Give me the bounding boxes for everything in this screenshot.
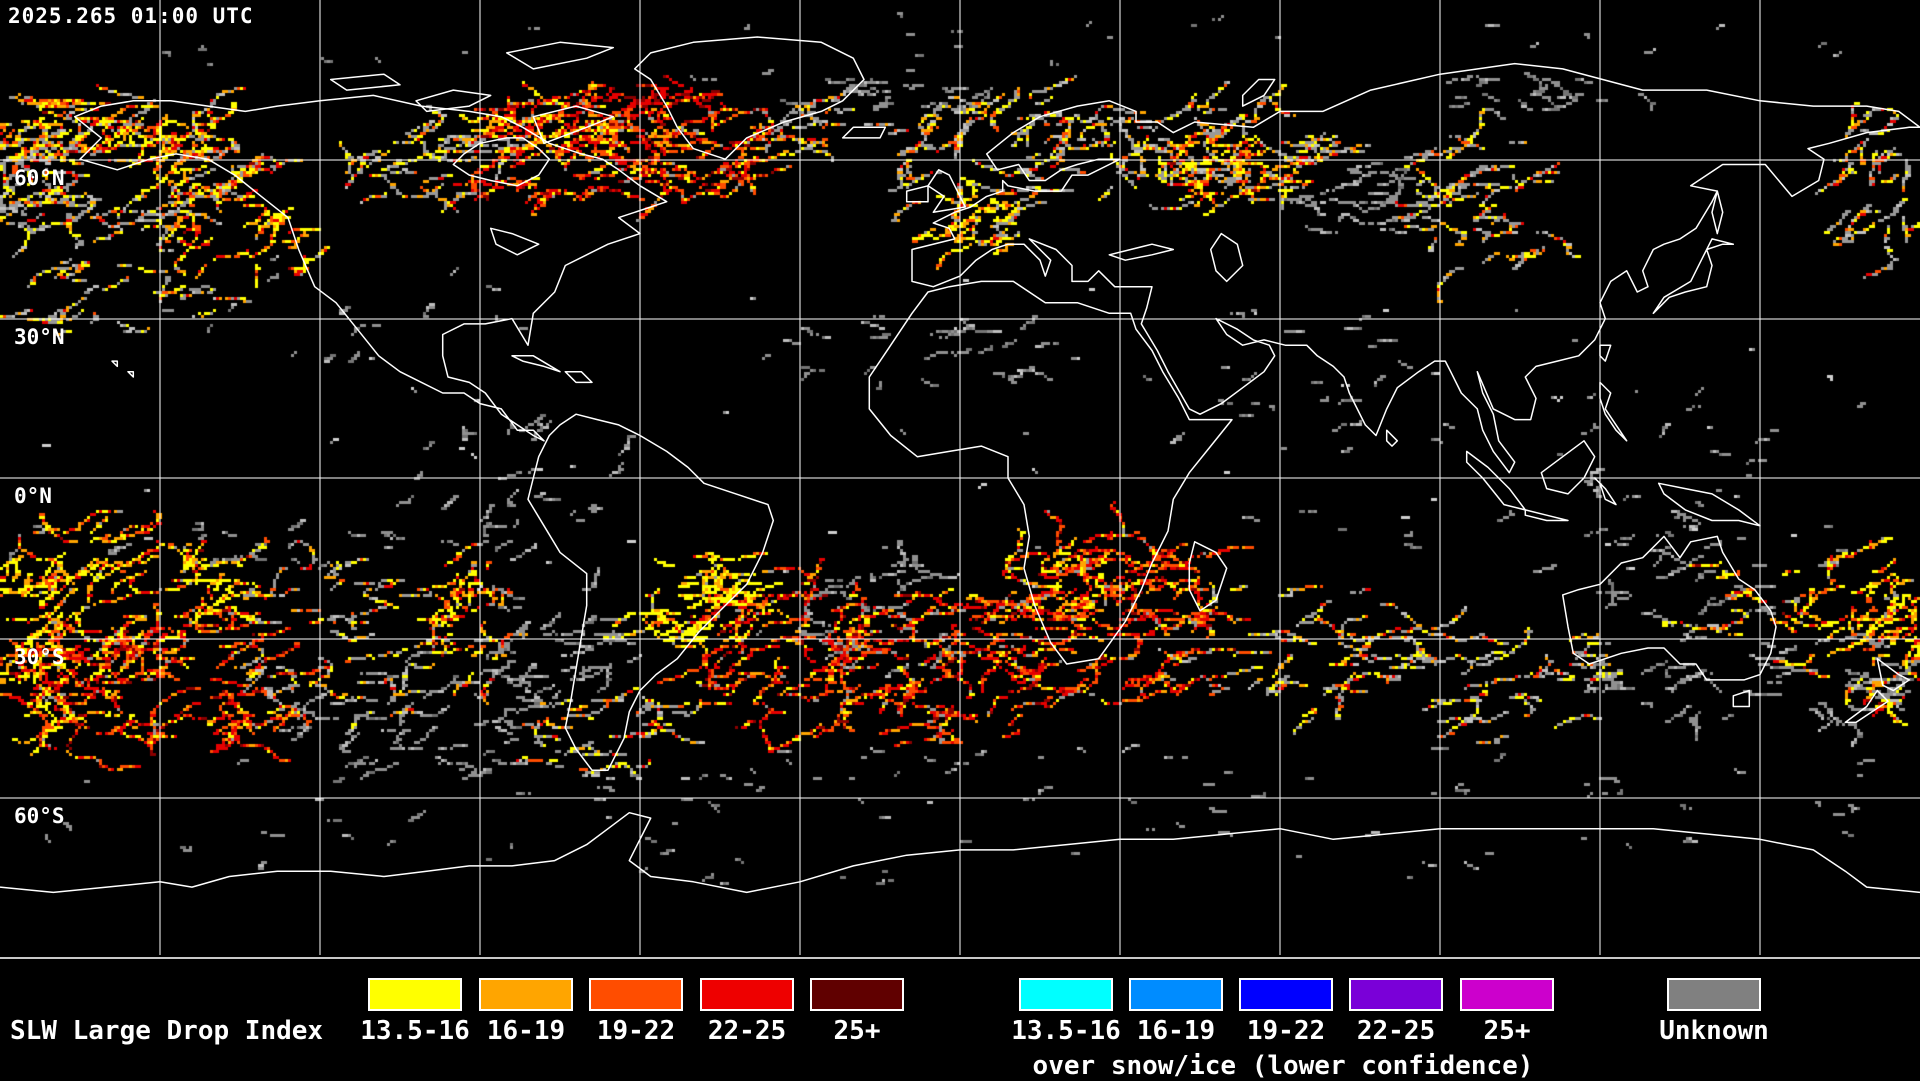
coastline-tasmania xyxy=(1732,689,1751,708)
legend-swatch-standard-3 xyxy=(700,978,794,1011)
legend-label-snow-ice-1: 16-19 xyxy=(1136,1016,1216,1046)
coastline-cuba xyxy=(511,355,561,373)
coastline-north-america xyxy=(73,94,668,442)
lat-label-0N: 0°N xyxy=(14,484,52,508)
world-map: 2025.265 01:00 UTC 60°N 30°N 0°N 30°S 60°S xyxy=(0,0,1920,959)
legend-swatch-standard-1 xyxy=(479,978,573,1011)
coastline-philippines xyxy=(1599,381,1628,442)
coastline-great-lakes xyxy=(489,227,540,256)
legend-label-standard-4: 25+ xyxy=(833,1016,881,1046)
coastline-black-sea xyxy=(1108,243,1175,261)
legend-swatch-snow-ice-1 xyxy=(1129,978,1223,1011)
coastline-australia xyxy=(1561,535,1777,681)
coastline-antarctica xyxy=(0,811,1920,894)
coastline-new-guinea xyxy=(1657,482,1761,527)
coastline-ireland xyxy=(905,185,929,203)
coastline-japan xyxy=(1652,238,1735,315)
legend-label-snow-ice-3: 22-25 xyxy=(1356,1016,1436,1046)
legend-swatch-snow-ice-3 xyxy=(1349,978,1443,1011)
legend-swatch-snow-ice-4 xyxy=(1460,978,1554,1011)
legend-label-snow-ice-2: 19-22 xyxy=(1246,1016,1326,1046)
coastlines xyxy=(0,36,1920,894)
lat-label-30N: 30°N xyxy=(14,325,65,349)
coastline-taiwan xyxy=(1599,344,1612,362)
coastline-hawaii-2 xyxy=(127,370,135,378)
lat-label-60S: 60°S xyxy=(14,804,65,828)
legend-title: SLW Large Drop Index xyxy=(10,1016,324,1046)
coastline-sakhalin xyxy=(1711,190,1724,235)
coastline-canadian-arctic-1 xyxy=(415,89,492,113)
timestamp-label: 2025.265 01:00 UTC xyxy=(8,4,254,28)
legend: SLW Large Drop Index over snow/ice (lowe… xyxy=(0,959,1920,1081)
map-overlay xyxy=(0,0,1920,955)
legend-label-standard-0: 13.5-16 xyxy=(360,1016,470,1046)
coastline-hispaniola xyxy=(564,370,593,384)
legend-swatch-standard-4 xyxy=(810,978,904,1011)
coastline-africa xyxy=(868,280,1233,665)
lat-label-30S: 30°S xyxy=(14,645,65,669)
coastline-ellesmere xyxy=(505,41,615,70)
legend-swatch-standard-2 xyxy=(589,978,683,1011)
coastline-baffin xyxy=(532,105,615,145)
legend-subtitle-snow-ice: over snow/ice (lower confidence) xyxy=(1032,1051,1534,1081)
coastline-hawaii-1 xyxy=(111,360,119,368)
coastline-nz-north xyxy=(1876,657,1911,692)
coastline-nz-south xyxy=(1844,689,1889,724)
coastline-sri-lanka xyxy=(1385,429,1399,447)
legend-label-snow-ice-0: 13.5-16 xyxy=(1011,1016,1121,1046)
coastline-greenland xyxy=(633,36,865,160)
legend-swatch-unknown-0 xyxy=(1667,978,1761,1011)
map-legend-divider xyxy=(0,957,1920,959)
coastline-novaya-zemlya xyxy=(1241,78,1276,107)
legend-label-standard-1: 16-19 xyxy=(486,1016,566,1046)
coastline-south-america xyxy=(527,413,775,771)
legend-label-snow-ice-4: 25+ xyxy=(1483,1016,1531,1046)
legend-swatch-snow-ice-2 xyxy=(1239,978,1333,1011)
coastline-sumatra xyxy=(1465,450,1527,511)
coastline-uk xyxy=(927,169,967,214)
coastline-caspian xyxy=(1209,232,1244,283)
legend-label-standard-2: 19-22 xyxy=(596,1016,676,1046)
coastline-madagascar xyxy=(1188,541,1228,612)
legend-swatch-snow-ice-0 xyxy=(1019,978,1113,1011)
coastline-borneo xyxy=(1540,440,1596,495)
legend-swatch-standard-0 xyxy=(368,978,462,1011)
coastline-canadian-arctic-2 xyxy=(329,73,401,91)
legend-label-standard-3: 22-25 xyxy=(707,1016,787,1046)
legend-label-unknown-0: Unknown xyxy=(1659,1016,1769,1046)
coastline-eurasia xyxy=(911,62,1920,474)
coastline-sulawesi xyxy=(1593,477,1617,506)
lat-label-60N: 60°N xyxy=(14,166,65,190)
coastline-hudson-bay xyxy=(452,137,551,187)
coastline-java xyxy=(1524,509,1569,522)
graticule-grid xyxy=(0,0,1920,955)
coastline-iceland xyxy=(841,126,887,139)
